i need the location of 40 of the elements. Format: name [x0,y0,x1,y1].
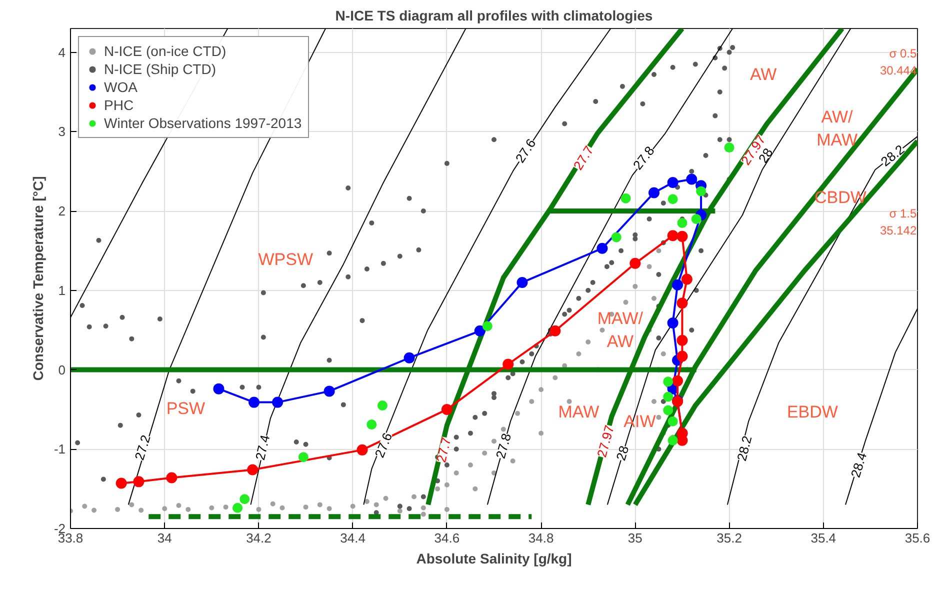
legend-label: N-ICE (on-ice CTD) [104,43,226,59]
annotation: 27.4 [252,434,273,462]
annotation: MAW [558,402,600,422]
y-tick-label: 3 [58,124,66,140]
x-tick-label: 34.4 [340,530,366,546]
y-axis-title: Conservative Temperature [°C] [30,176,46,381]
y-tick-label: 1 [58,282,66,298]
annotation: PSW [166,399,206,418]
y-tick-label: 2 [58,204,66,219]
annotation: 27.7 [433,436,454,464]
x-axis-title: Absolute Salinity [g/kg] [416,550,572,566]
x-tick-label: 34.2 [246,530,272,546]
x-tick-label: 35.2 [716,530,742,546]
x-tick-label: 34.8 [528,530,554,546]
annotation: AW [750,65,777,84]
x-tick-label: 34.6 [434,530,460,546]
y-tick-label: -1 [54,442,66,457]
annotation: WPSW [258,250,314,269]
x-tick-label: 35 [628,530,642,546]
annotation: 27.97 [594,424,617,459]
chart-title: N-ICE TS diagram all profiles with climatologies [335,8,653,24]
annotation: σ 1.5 35.142 [880,206,917,238]
legend-label: Winter Observations 1997-2013 [104,115,302,131]
annotation: 28.4 [848,450,870,480]
x-tick-label: 35.4 [810,530,836,546]
x-tick-label: 34 [157,530,172,546]
legend-label: N-ICE (Ship CTD) [104,61,216,77]
annotation: EBDW [786,402,838,422]
annotation: MAW/ AW [597,309,644,351]
annotation: 27.8 [492,432,514,460]
annotation: 27.2 [132,433,154,462]
y-tick-label: 4 [58,44,66,60]
annotation: 28.2 [734,434,755,462]
legend-label: WOA [104,79,138,95]
y-tick-label: 0 [58,362,66,378]
annotation: 28.2 [878,142,908,170]
x-tick-label: 35.6 [904,530,930,546]
annotation: AW/ MAW [816,108,858,150]
annotation: 27.6 [372,430,396,460]
legend-label: PHC [104,97,134,113]
